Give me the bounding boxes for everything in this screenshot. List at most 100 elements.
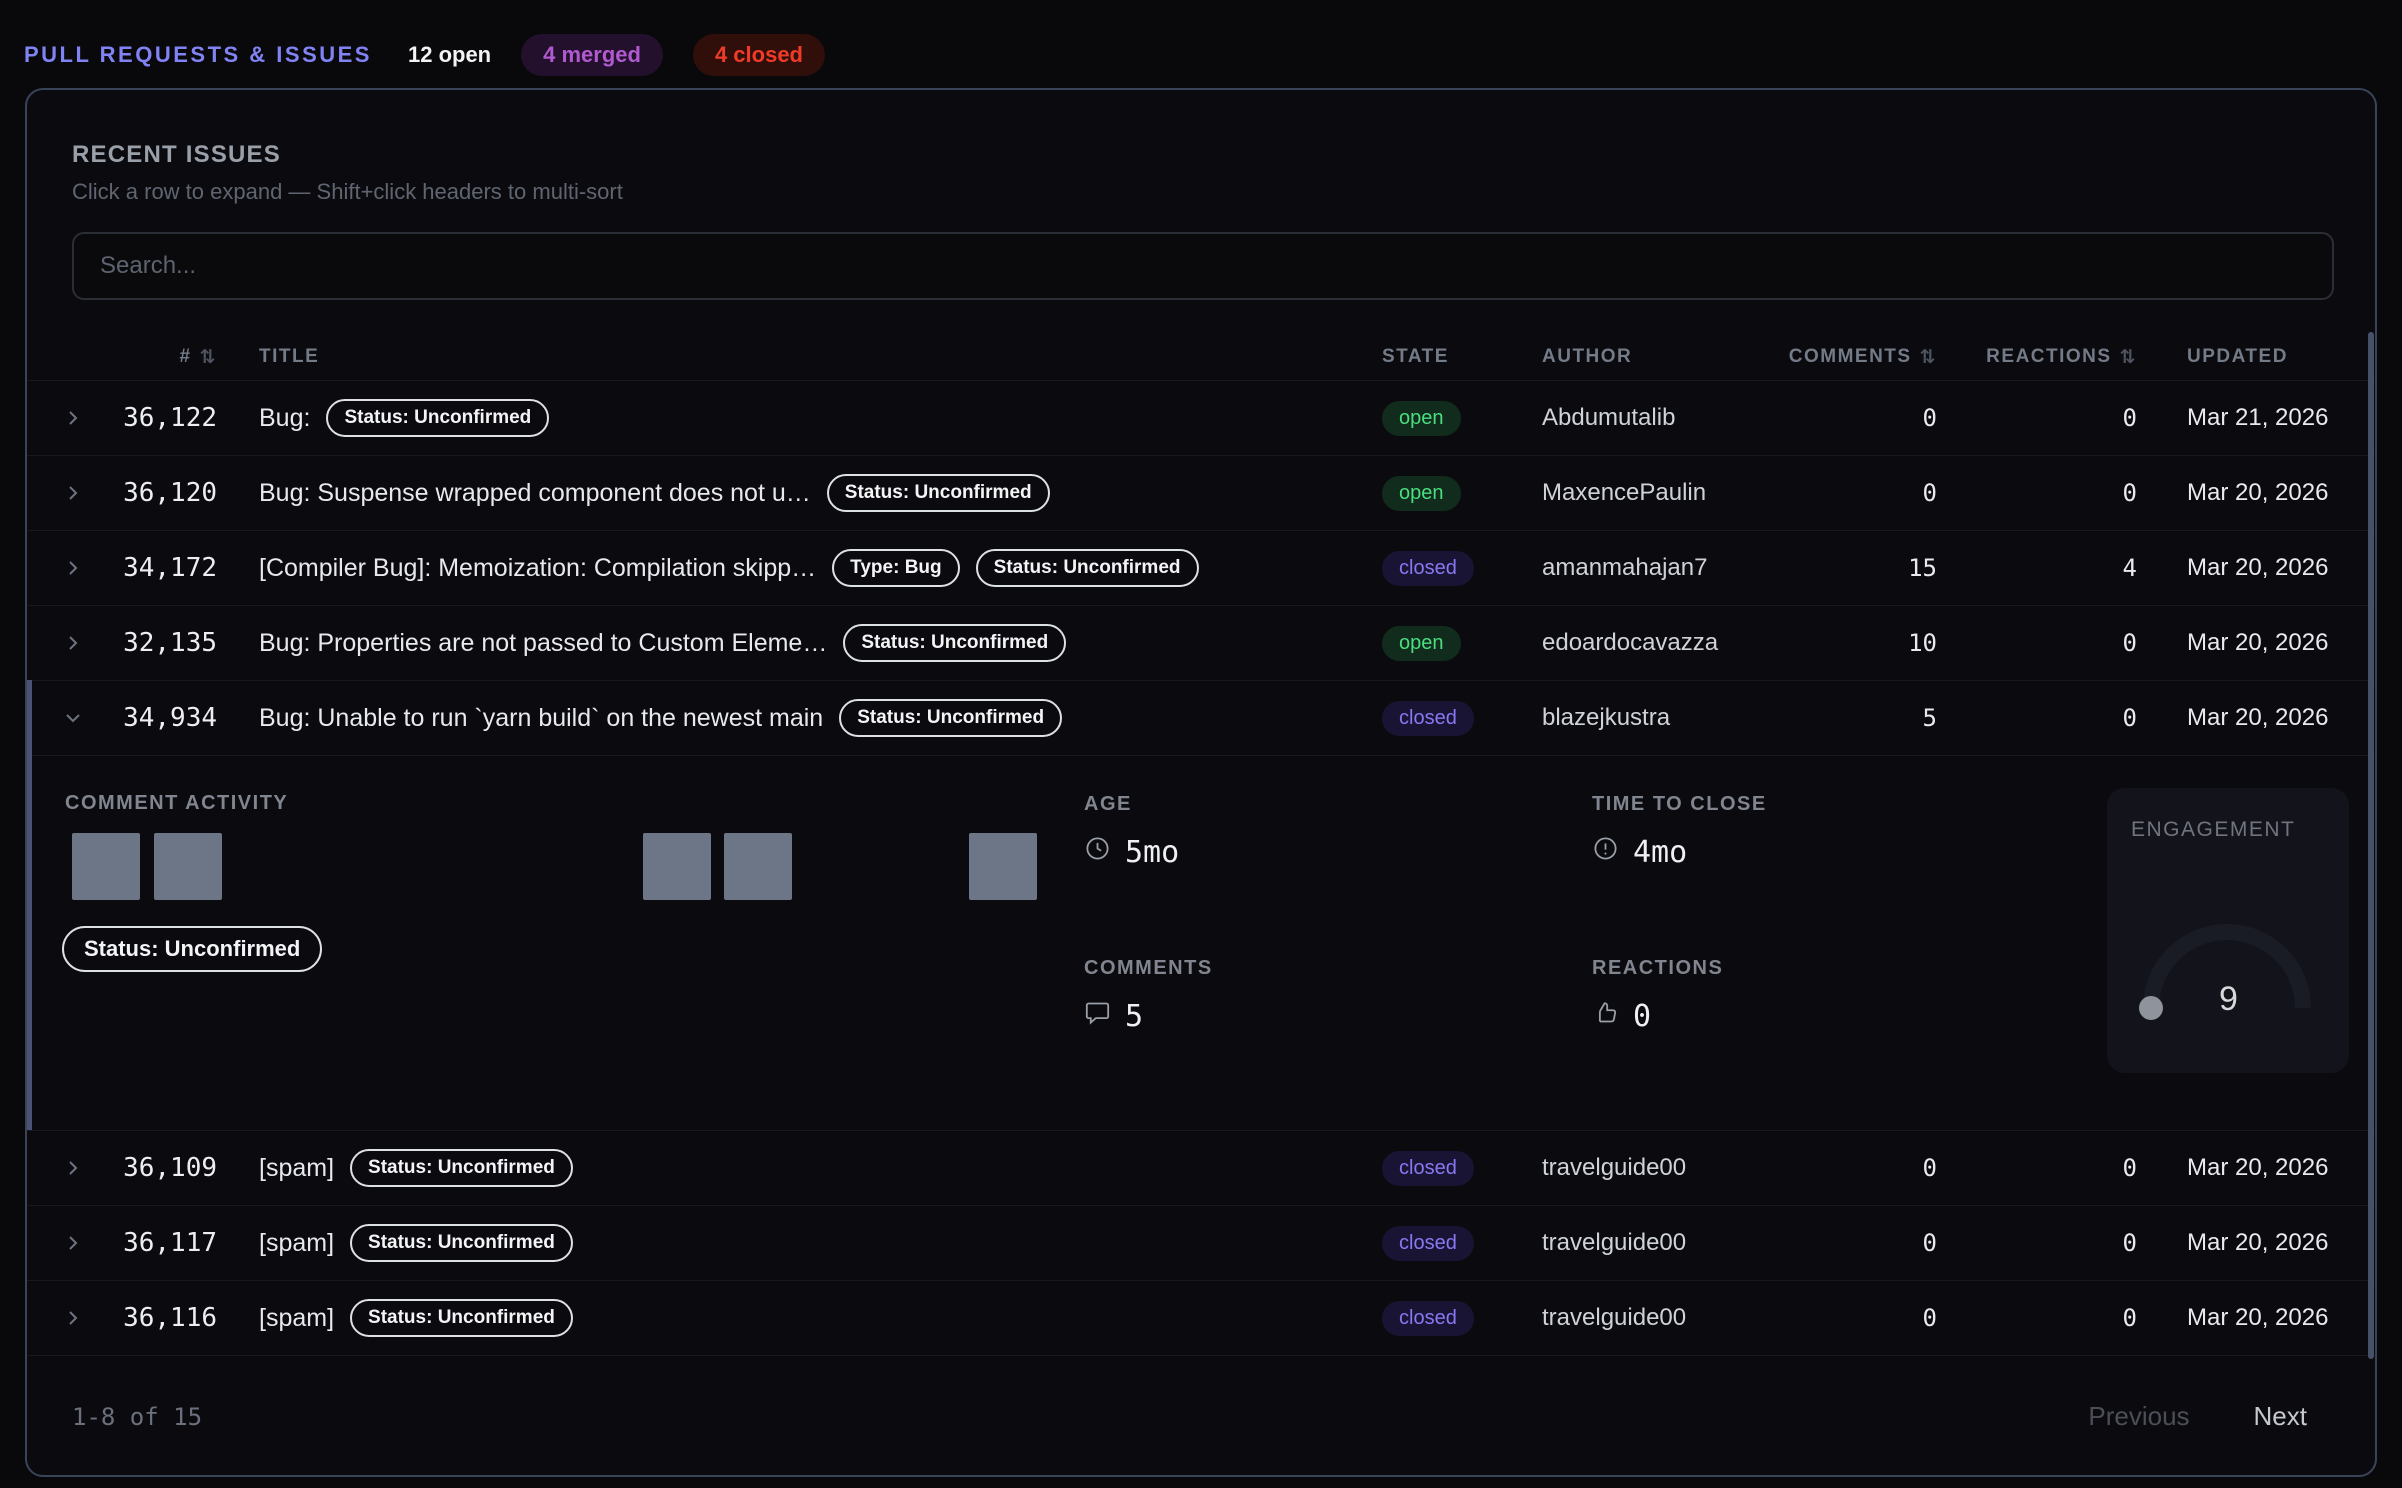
issue-row[interactable]: 36,120 Bug: Suspense wrapped component d…	[27, 455, 2375, 530]
header-updated[interactable]: UPDATED	[2187, 346, 2288, 367]
sort-icon: ⇅	[2119, 346, 2137, 368]
header-comments[interactable]: COMMENTS ⇅	[1788, 346, 1937, 368]
header-title[interactable]: TITLE	[259, 346, 320, 367]
stat-comments: COMMENTS 5	[1084, 957, 1213, 1034]
issue-row[interactable]: 36,122 Bug: Status: Unconfirmed open Abd…	[27, 380, 2375, 455]
issue-row[interactable]: 32,135 Bug: Properties are not passed to…	[27, 605, 2375, 680]
pagination-range: 1-8 of 15	[72, 1402, 203, 1431]
clock-icon	[1084, 835, 1111, 870]
state-badge: open	[1382, 400, 1461, 436]
issue-number: 34,934	[123, 703, 217, 733]
comment-bubble-icon	[1084, 999, 1111, 1034]
issue-title: [Compiler Bug]: Memoization: Compilation…	[259, 553, 817, 582]
reactions-count: 0	[2122, 1229, 2137, 1257]
issue-title: Bug: Unable to run `yarn build` on the n…	[259, 703, 824, 732]
comments-count: 5	[1922, 704, 1937, 732]
page-title: PULL REQUESTS & ISSUES	[24, 42, 372, 67]
header-state[interactable]: STATE	[1382, 346, 1449, 367]
status-chip: Status: Unconfirmed	[350, 1149, 573, 1187]
search-input[interactable]	[72, 232, 2334, 300]
updated-date: Mar 20, 2026	[2187, 1154, 2329, 1181]
header-reactions[interactable]: REACTIONS ⇅	[1986, 346, 2137, 368]
engagement-value: 9	[2219, 980, 2238, 1018]
engagement-gauge	[2139, 924, 2311, 1020]
state-badge: open	[1382, 625, 1461, 661]
status-chip: Status: Unconfirmed	[326, 399, 550, 437]
updated-date: Mar 20, 2026	[2187, 629, 2329, 656]
sort-icon: ⇅	[199, 346, 217, 368]
issue-title: [spam]	[259, 1228, 335, 1257]
reactions-count: 0	[2122, 1304, 2137, 1332]
issue-number: 36,120	[123, 478, 217, 508]
comments-count: 0	[1922, 479, 1937, 507]
issue-title: Bug:	[259, 403, 311, 432]
activity-empty-slot	[480, 833, 548, 900]
next-page-button[interactable]: Next	[2253, 1401, 2307, 1431]
state-badge: open	[1382, 475, 1461, 511]
status-chip: Status: Unconfirmed	[350, 1299, 573, 1337]
chevron-right-icon	[57, 558, 107, 578]
chevron-right-icon	[57, 633, 107, 653]
reactions-count: 0	[2122, 404, 2137, 432]
issue-row[interactable]: 34,172 [Compiler Bug]: Memoization: Comp…	[27, 530, 2375, 605]
comment-activity-label: COMMENT ACTIVITY	[65, 792, 289, 814]
activity-empty-slot	[317, 833, 385, 900]
activity-bar	[72, 833, 140, 900]
issue-author: blazejkustra	[1542, 704, 1671, 731]
status-chip: Status: Unconfirmed	[826, 474, 1050, 512]
comments-count: 0	[1922, 1304, 1937, 1332]
status-chip-large: Status: Unconfirmed	[62, 926, 323, 972]
activity-empty-slot	[398, 833, 466, 900]
reactions-count: 0	[2122, 629, 2137, 657]
reactions-count: 0	[2122, 479, 2137, 507]
merged-count-badge: 4 merged	[521, 34, 663, 76]
table-header: # ⇅ TITLE STATE AUTHOR COMMENTS ⇅ REACTI…	[27, 334, 2375, 380]
comments-count: 0	[1922, 1154, 1937, 1182]
issue-title: Bug: Suspense wrapped component does not…	[259, 478, 811, 507]
issue-title: Bug: Properties are not passed to Custom…	[259, 628, 828, 657]
chevron-right-icon	[57, 1233, 107, 1253]
alert-circle-icon	[1592, 835, 1619, 870]
chevron-right-icon	[57, 483, 107, 503]
issue-number: 36,109	[123, 1153, 217, 1183]
updated-date: Mar 20, 2026	[2187, 479, 2329, 506]
state-badge: closed	[1382, 700, 1474, 736]
activity-bar	[968, 833, 1037, 900]
thumbs-up-icon	[1592, 999, 1619, 1034]
updated-date: Mar 20, 2026	[2187, 554, 2329, 581]
issue-author: travelguide00	[1542, 1229, 1687, 1256]
issue-number: 32,135	[123, 628, 217, 658]
comments-count: 15	[1908, 554, 1937, 582]
issue-row[interactable]: 36,116 [spam] Status: Unconfirmed closed…	[27, 1280, 2375, 1355]
expanded-accent-bar	[27, 680, 32, 1130]
state-badge: closed	[1382, 1150, 1474, 1186]
chevron-right-icon	[57, 408, 107, 428]
activity-bar	[724, 833, 792, 900]
status-chip: Status: Unconfirmed	[843, 624, 1067, 662]
issue-row[interactable]: 36,117 [spam] Status: Unconfirmed closed…	[27, 1205, 2375, 1280]
status-chip: Status: Unconfirmed	[839, 699, 1063, 737]
comments-count: 10	[1908, 629, 1937, 657]
previous-page-button[interactable]: Previous	[2088, 1401, 2190, 1431]
chevron-right-icon	[57, 1158, 107, 1178]
issue-number: 34,172	[123, 553, 217, 583]
issue-title: [spam]	[259, 1153, 335, 1182]
activity-empty-slot	[887, 833, 955, 900]
issue-row-expanded[interactable]: 34,934 Bug: Unable to run `yarn build` o…	[27, 680, 2375, 755]
state-badge: closed	[1382, 1225, 1474, 1261]
issue-author: MaxencePaulin	[1542, 479, 1707, 506]
issue-row[interactable]: 36,109 [spam] Status: Unconfirmed closed…	[27, 1130, 2375, 1205]
activity-bar	[642, 833, 711, 900]
stat-reactions: REACTIONS 0	[1592, 957, 1724, 1034]
header-number[interactable]: # ⇅	[179, 346, 217, 368]
issue-detail-panel: COMMENT ACTIVITY Status: Unconfirmed AGE…	[27, 755, 2375, 1130]
comments-count: 0	[1922, 404, 1937, 432]
comment-activity-chart	[72, 833, 2375, 900]
stat-time-to-close: TIME TO CLOSE 4mo	[1592, 793, 1767, 870]
header-author[interactable]: AUTHOR	[1542, 346, 1633, 367]
activity-empty-slot	[235, 833, 303, 900]
open-count-badge: 12 open	[407, 42, 492, 67]
table-scrollbar[interactable]	[2368, 332, 2374, 1359]
issue-author: travelguide00	[1542, 1154, 1687, 1181]
panel-header: RECENT ISSUES Click a row to expand — Sh…	[27, 90, 2375, 300]
